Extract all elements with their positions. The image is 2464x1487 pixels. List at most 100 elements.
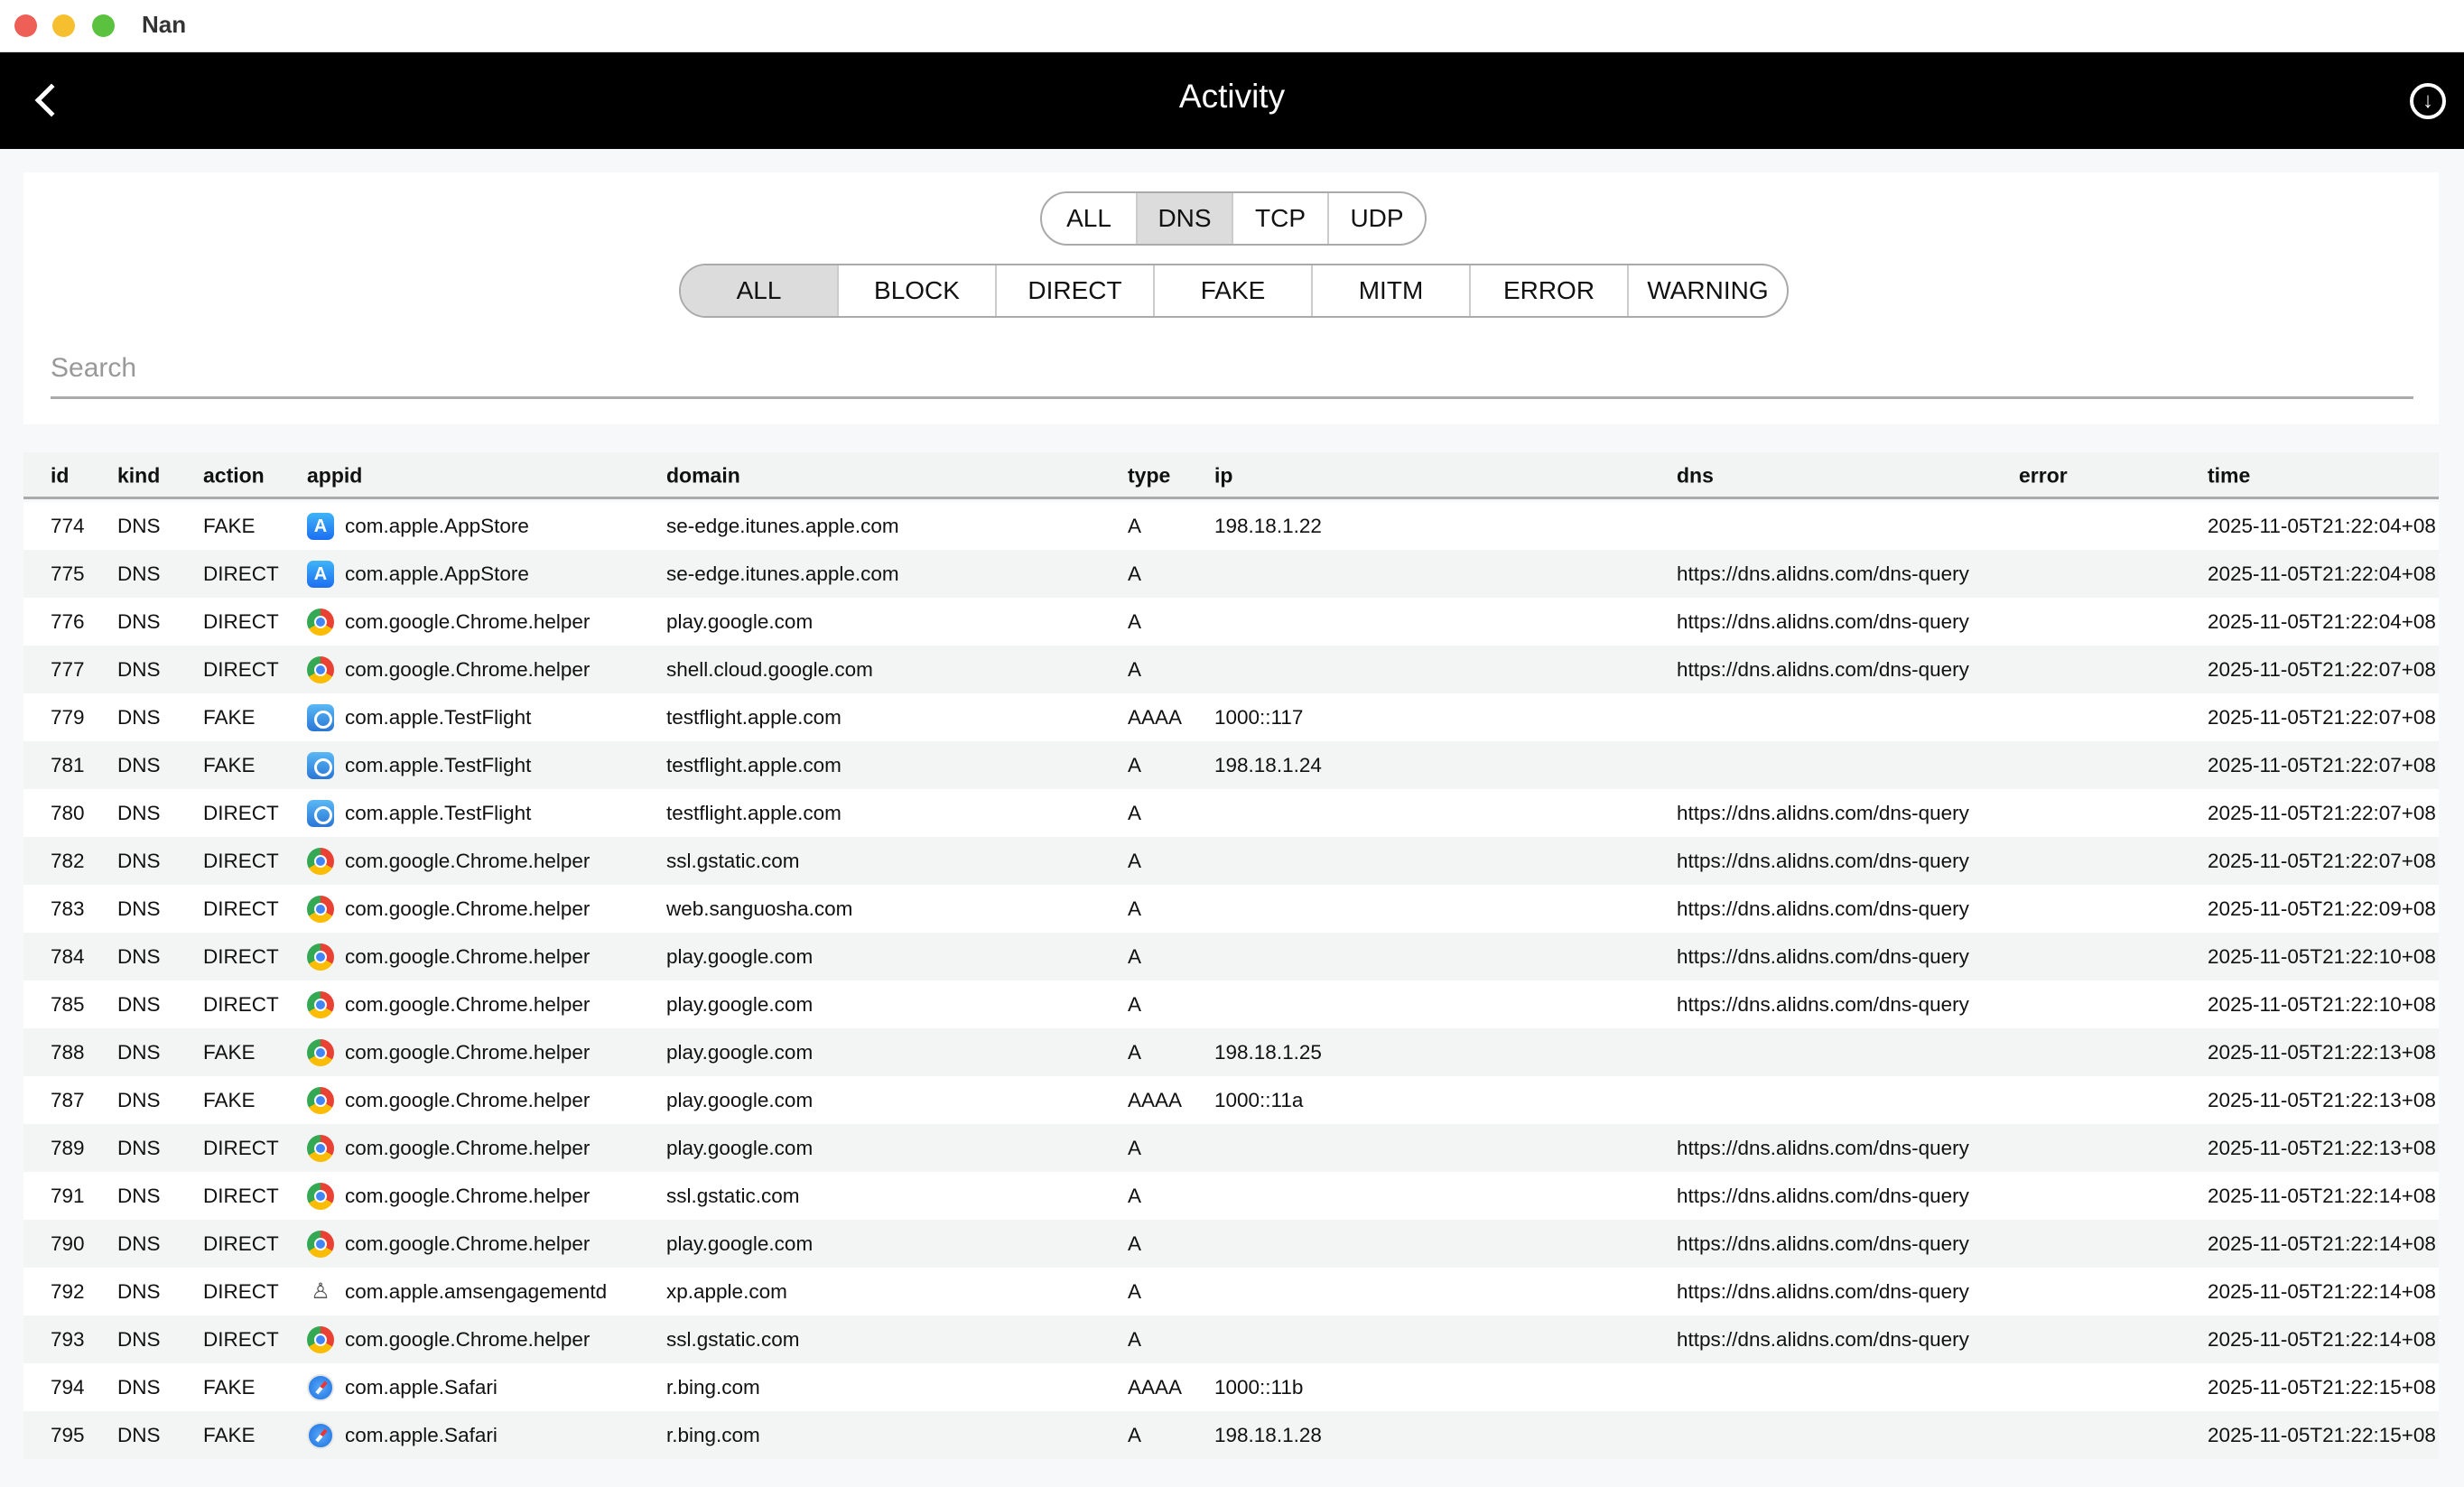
cell-id: 779 <box>51 705 85 729</box>
appid-text: com.apple.AppStore <box>345 514 529 537</box>
cell-appid: com.google.Chrome.helper <box>307 1038 590 1066</box>
filter-action-mitm[interactable]: MITM <box>1313 265 1471 316</box>
filter-action-direct[interactable]: DIRECT <box>997 265 1155 316</box>
cell-domain: testflight.apple.com <box>666 753 841 776</box>
page-title: Activity <box>1178 78 1286 115</box>
table-row[interactable]: 789 DNS DIRECT com.google.Chrome.helper play… <box>23 1124 2439 1172</box>
table-row[interactable]: 794 DNS FAKE com.apple.Safari r.bing.com AAAA… <box>23 1363 2439 1411</box>
close-window-button[interactable] <box>14 14 37 37</box>
cell-type: A <box>1128 897 1142 920</box>
column-header-id[interactable]: id <box>51 463 70 488</box>
filter-protocol-udp[interactable]: UDP <box>1350 204 1404 232</box>
column-header-action[interactable]: action <box>203 463 265 488</box>
cell-action: FAKE <box>203 753 256 776</box>
filter-protocol-dns[interactable]: DNS <box>1138 193 1233 244</box>
cell-dns: https://dns.alidns.com/dns-query <box>1677 1184 1969 1207</box>
filter-action-warning[interactable]: WARNING <box>1647 276 1769 304</box>
table-row[interactable]: 788 DNS FAKE com.google.Chrome.helper play.g… <box>23 1028 2439 1076</box>
table-row[interactable]: 777 DNS DIRECT com.google.Chrome.helper shel… <box>23 646 2439 693</box>
cell-time: 2025-11-05T21:22:04+08 <box>2208 514 2436 537</box>
table-row[interactable]: 783 DNS DIRECT com.google.Chrome.helper web.… <box>23 885 2439 933</box>
testflight-icon <box>307 751 334 779</box>
column-header-error[interactable]: error <box>2019 463 2068 488</box>
cell-id: 789 <box>51 1136 85 1159</box>
testflight-icon <box>307 799 334 827</box>
table-row[interactable]: 780 DNS DIRECT com.apple.TestFlight testflig… <box>23 789 2439 837</box>
table-row[interactable]: 779 DNS FAKE com.apple.TestFlight testflight… <box>23 693 2439 741</box>
protocol-filter: ALL DNS TCP UDP <box>1040 191 1427 246</box>
table-row[interactable]: 787 DNS FAKE com.google.Chrome.helper play.g… <box>23 1076 2439 1124</box>
table-row[interactable]: 790 DNS DIRECT com.google.Chrome.helper play… <box>23 1220 2439 1268</box>
cell-kind: DNS <box>117 1040 161 1064</box>
cell-action: DIRECT <box>203 849 279 872</box>
download-circle-icon[interactable]: ↓ <box>2410 83 2446 119</box>
filter-card: ALL DNS TCP UDP ALL BLOCK DIRECT FAKE MITM ERROR… <box>23 172 2439 424</box>
cell-kind: DNS <box>117 562 161 585</box>
filter-protocol-tcp[interactable]: TCP <box>1233 193 1329 244</box>
cell-kind: DNS <box>117 753 161 776</box>
appid-text: com.google.Chrome.helper <box>345 609 590 633</box>
cell-id: 790 <box>51 1231 85 1255</box>
cell-appid: com.google.Chrome.helper <box>307 1230 590 1258</box>
cell-dns: https://dns.alidns.com/dns-query <box>1677 1231 1969 1255</box>
scrollbar-track[interactable] <box>2439 424 2464 1487</box>
table-row[interactable]: 785 DNS DIRECT com.google.Chrome.helper play… <box>23 980 2439 1028</box>
filter-action-fake[interactable]: FAKE <box>1155 265 1313 316</box>
cell-appid: com.apple.TestFlight <box>307 703 531 731</box>
cell-ip: 1000::11a <box>1214 1088 1304 1111</box>
cell-domain: play.google.com <box>666 1136 814 1159</box>
cell-kind: DNS <box>117 609 161 633</box>
cell-type: A <box>1128 944 1142 968</box>
appid-text: com.google.Chrome.helper <box>345 1327 590 1351</box>
cell-type: A <box>1128 992 1142 1016</box>
column-header-domain[interactable]: domain <box>666 463 740 488</box>
chrome-icon <box>307 608 334 636</box>
column-header-appid[interactable]: appid <box>307 463 363 488</box>
filter-protocol-all[interactable]: ALL <box>1042 193 1138 244</box>
cell-dns: https://dns.alidns.com/dns-query <box>1677 1279 1969 1303</box>
cell-id: 776 <box>51 609 85 633</box>
cell-dns: https://dns.alidns.com/dns-query <box>1677 1327 1969 1351</box>
cell-time: 2025-11-05T21:22:04+08 <box>2208 609 2436 633</box>
column-header-time[interactable]: time <box>2208 463 2251 488</box>
cell-time: 2025-11-05T21:22:13+08 <box>2208 1136 2436 1159</box>
zoom-window-button[interactable] <box>92 14 115 37</box>
cell-id: 775 <box>51 562 85 585</box>
column-header-ip[interactable]: ip <box>1214 463 1233 488</box>
cell-domain: play.google.com <box>666 1040 814 1064</box>
testflight-icon <box>307 703 334 731</box>
chrome-icon <box>307 895 334 923</box>
appid-text: com.google.Chrome.helper <box>345 1088 590 1111</box>
table-row[interactable]: 791 DNS DIRECT com.google.Chrome.helper ssl.… <box>23 1172 2439 1220</box>
column-header-kind[interactable]: kind <box>117 463 161 488</box>
filter-action-all[interactable]: ALL <box>681 265 839 316</box>
filter-action-block[interactable]: BLOCK <box>839 265 997 316</box>
chrome-icon <box>307 943 334 971</box>
table-row[interactable]: 782 DNS DIRECT com.google.Chrome.helper ssl.… <box>23 837 2439 885</box>
column-header-dns[interactable]: dns <box>1677 463 1714 488</box>
filter-action-error[interactable]: ERROR <box>1471 265 1629 316</box>
cell-ip: 1000::117 <box>1214 705 1304 729</box>
cell-id: 792 <box>51 1279 85 1303</box>
table-row[interactable]: 795 DNS FAKE com.apple.Safari r.bing.com A 198… <box>23 1411 2439 1459</box>
search-input[interactable] <box>51 339 2413 399</box>
cell-action: DIRECT <box>203 562 279 585</box>
cell-type: AAAA <box>1128 1088 1183 1111</box>
appid-text: com.apple.TestFlight <box>345 801 532 824</box>
chrome-icon <box>307 847 334 875</box>
cell-time: 2025-11-05T21:22:14+08 <box>2208 1184 2436 1207</box>
table-row[interactable]: 781 DNS FAKE com.apple.TestFlight testflight… <box>23 741 2439 789</box>
table-row[interactable]: 784 DNS DIRECT com.google.Chrome.helper play… <box>23 933 2439 980</box>
cell-domain: xp.apple.com <box>666 1279 787 1303</box>
cell-action: DIRECT <box>203 1279 279 1303</box>
table-row[interactable]: 792 DNS DIRECT ♙ com.apple.amsengagementd xp.… <box>23 1268 2439 1315</box>
table-row[interactable]: 776 DNS DIRECT com.google.Chrome.helper play… <box>23 598 2439 646</box>
minimize-window-button[interactable] <box>52 14 75 37</box>
column-header-type[interactable]: type <box>1128 463 1171 488</box>
table-row[interactable]: 793 DNS DIRECT com.google.Chrome.helper ssl.… <box>23 1315 2439 1363</box>
cell-kind: DNS <box>117 897 161 920</box>
